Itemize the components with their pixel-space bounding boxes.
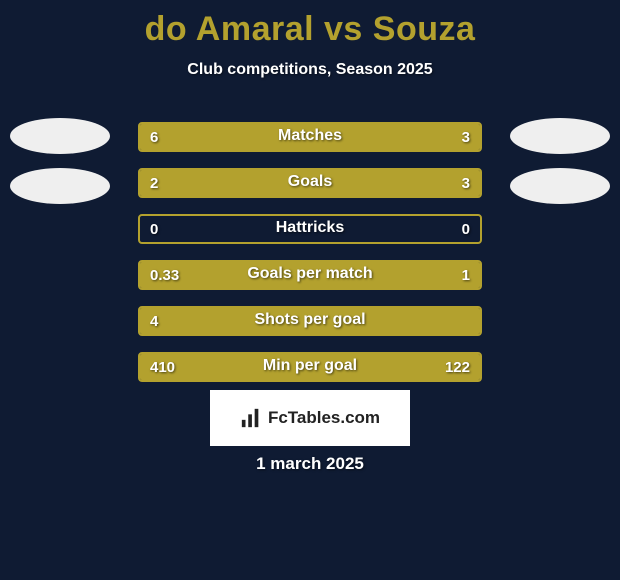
stat-fill-right [225,262,480,288]
page-subtitle: Club competitions, Season 2025 [0,61,620,79]
stat-value-right: 0 [452,216,480,244]
stat-track: 0.33 1 [138,260,482,290]
stat-value-left: 4 [140,308,168,336]
stat-value-left: 410 [140,354,185,382]
stat-row: 0.331Goals per match [0,256,620,302]
stat-rows: 63Matches23Goals00Hattricks0.331Goals pe… [0,118,620,394]
stat-track: 410 122 [138,352,482,382]
stat-row: 4Shots per goal [0,302,620,348]
page-title: do Amaral vs Souza [0,0,620,49]
stat-value-right: 3 [452,124,480,152]
stat-value-left: 6 [140,124,168,152]
comparison-card: do Amaral vs Souza Club competitions, Se… [0,0,620,580]
stat-row: 63Matches [0,118,620,164]
stat-track: 4 [138,306,482,336]
stat-value-left: 2 [140,170,168,198]
stat-value-right: 1 [452,262,480,290]
attribution-box: FcTables.com [210,390,410,446]
stat-value-left: 0 [140,216,168,244]
stat-value-right: 3 [452,170,480,198]
stat-value-left: 0.33 [140,262,189,290]
stat-track: 23 [138,168,482,198]
stat-fill-right [276,170,480,196]
stat-fill-left [140,308,480,334]
stat-row: 410122Min per goal [0,348,620,394]
stat-value-right [460,308,480,336]
stat-track: 00 [138,214,482,244]
stat-track: 63 [138,122,482,152]
stat-row: 00Hattricks [0,210,620,256]
stat-row: 23Goals [0,164,620,210]
stat-fill-left [140,124,364,150]
attribution-text: FcTables.com [268,408,380,428]
date-label: 1 march 2025 [0,454,620,474]
stat-value-right: 122 [435,354,480,382]
bars-icon [240,407,262,429]
